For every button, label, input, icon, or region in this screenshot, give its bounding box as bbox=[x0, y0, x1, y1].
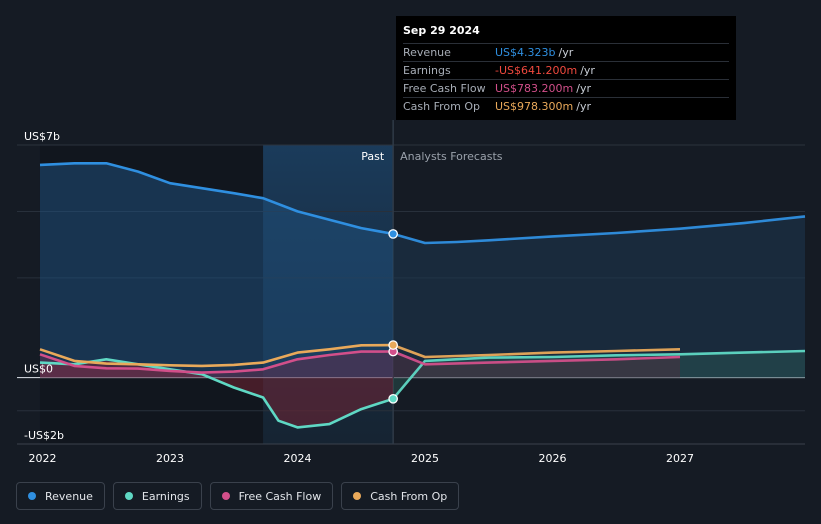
legend-dot-icon bbox=[221, 492, 230, 500]
free-cash-flow-line-past bbox=[39, 350, 394, 374]
cash-from-op-line-forecast bbox=[392, 343, 681, 359]
tooltip-unit: /yr bbox=[576, 100, 591, 113]
tooltip-unit: /yr bbox=[580, 64, 595, 77]
tooltip-row-earnings: Earnings -US$641.200m /yr bbox=[403, 61, 729, 79]
y-tick-label: US$7b bbox=[24, 130, 60, 143]
fcf-area-past bbox=[40, 351, 394, 378]
earnings-area-past bbox=[40, 359, 394, 428]
legend: Revenue Earnings Free Cash Flow Cash Fro… bbox=[16, 482, 460, 510]
legend-label: Free Cash Flow bbox=[238, 489, 322, 503]
cash-from-op-marker bbox=[388, 340, 398, 350]
tooltip-unit: /yr bbox=[576, 82, 591, 95]
legend-item-earnings[interactable]: Earnings bbox=[112, 482, 202, 510]
tooltip-value: -US$641.200m bbox=[495, 64, 578, 77]
tooltip-date: Sep 29 2024 bbox=[403, 24, 480, 37]
legend-item-cash-from-op[interactable]: Cash From Op bbox=[341, 482, 460, 510]
earnings-line-past bbox=[39, 358, 394, 429]
y-tick-label: US$0 bbox=[24, 363, 53, 376]
revenue-line-past bbox=[39, 162, 394, 236]
fcf-area-forecast bbox=[393, 351, 680, 378]
x-tick-label: 2022 bbox=[29, 452, 57, 465]
tooltip-unit: /yr bbox=[558, 46, 574, 59]
earnings-marker bbox=[388, 393, 398, 404]
tooltip: Sep 29 2024 Revenue US$4.323b /yr Earnin… bbox=[396, 16, 736, 120]
tooltip-row-revenue: Revenue US$4.323b /yr bbox=[403, 43, 729, 61]
revenue-line-forecast bbox=[392, 215, 806, 245]
x-tick-label: 2026 bbox=[539, 452, 567, 465]
legend-label: Earnings bbox=[141, 489, 190, 503]
forecast-label: Analysts Forecasts bbox=[400, 150, 503, 163]
legend-dot-icon bbox=[124, 492, 133, 500]
legend-item-revenue[interactable]: Revenue bbox=[16, 482, 105, 510]
x-tick-label: 2023 bbox=[156, 452, 184, 465]
legend-dot-icon bbox=[353, 492, 362, 500]
legend-label: Revenue bbox=[45, 489, 93, 503]
tooltip-row-cash-from-op: Cash From Op US$978.300m /yr bbox=[403, 97, 729, 115]
revenue-area-forecast bbox=[393, 216, 805, 378]
x-tick-label: 2024 bbox=[284, 452, 312, 465]
legend-dot-icon bbox=[28, 492, 36, 500]
revenue-area-past bbox=[40, 163, 394, 378]
tooltip-value: US$783.200m bbox=[495, 82, 574, 95]
tooltip-value: US$4.323b bbox=[495, 46, 556, 59]
tooltip-label: Cash From Op bbox=[403, 100, 481, 113]
x-tick-label: 2025 bbox=[411, 452, 439, 465]
cash-from-op-line-past bbox=[39, 343, 394, 368]
y-tick-label: -US$2b bbox=[24, 429, 64, 442]
tooltip-value: US$978.300m bbox=[495, 100, 574, 113]
tooltip-row-free-cash-flow: Free Cash Flow US$783.200m /yr bbox=[403, 79, 729, 97]
legend-label: Cash From Op bbox=[370, 489, 448, 503]
free-cash-flow-line-forecast bbox=[392, 350, 681, 366]
legend-item-free-cash-flow[interactable]: Free Cash Flow bbox=[209, 482, 334, 510]
x-tick-label: 2027 bbox=[666, 452, 694, 465]
revenue-marker bbox=[388, 229, 398, 239]
past-label: Past bbox=[361, 150, 385, 163]
tooltip-label: Earnings bbox=[403, 64, 451, 77]
tooltip-label: Revenue bbox=[403, 46, 451, 59]
earnings-line-forecast bbox=[392, 349, 806, 400]
tooltip-label: Free Cash Flow bbox=[403, 82, 486, 95]
